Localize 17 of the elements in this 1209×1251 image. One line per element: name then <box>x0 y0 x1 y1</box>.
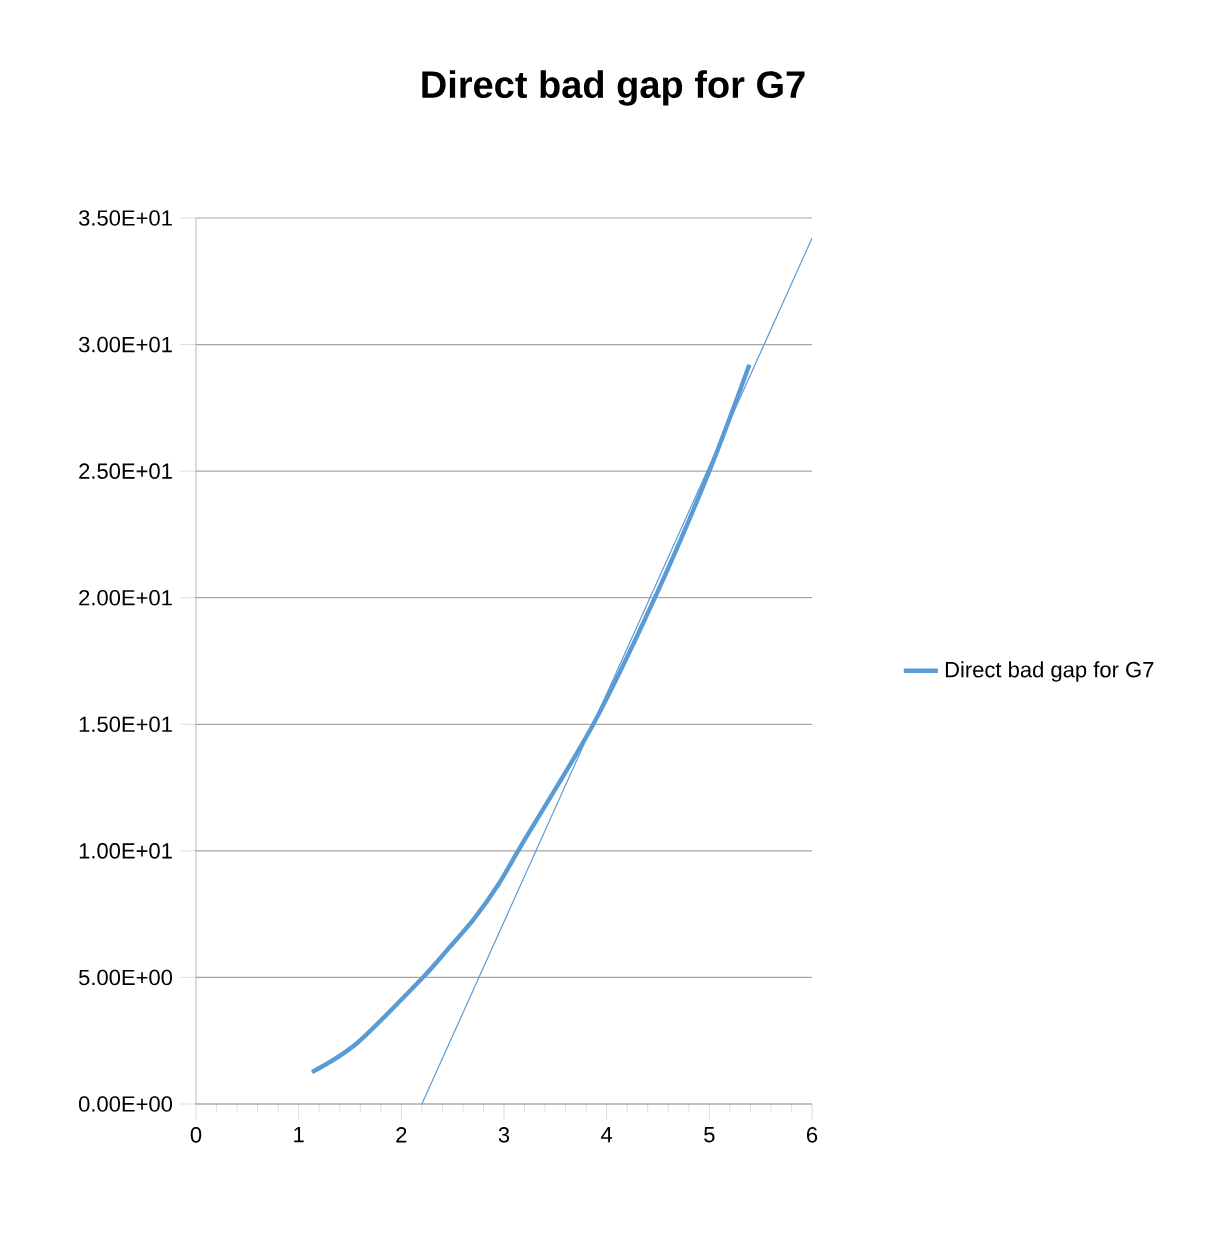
x-tick-label: 1 <box>294 1127 304 1143</box>
y-tick-label: 2.50E+01 <box>79 463 172 479</box>
y-tick-label: 2.00E+01 <box>79 589 172 606</box>
x-tick-label: 3 <box>498 1127 510 1143</box>
chart-title: Direct bad gap for G7 <box>422 70 805 106</box>
x-tick-label: 0 <box>190 1127 202 1143</box>
y-tick-label: 1.50E+01 <box>79 716 172 733</box>
x-tick-label: 2 <box>396 1127 407 1143</box>
y-tick-label: 0.00E+00 <box>78 1096 173 1112</box>
x-tick-label: 4 <box>601 1127 613 1143</box>
y-tick-label: 3.00E+01 <box>78 336 172 353</box>
x-tick-label: 5 <box>704 1127 715 1143</box>
y-tick-label: 5.00E+00 <box>79 969 173 986</box>
y-tick-label: 1.00E+01 <box>79 843 172 859</box>
y-tick-label: 3.50E+01 <box>78 210 172 226</box>
legend-label: Direct bad gap for G7 <box>945 661 1154 682</box>
x-tick-label: 6 <box>807 1127 818 1143</box>
